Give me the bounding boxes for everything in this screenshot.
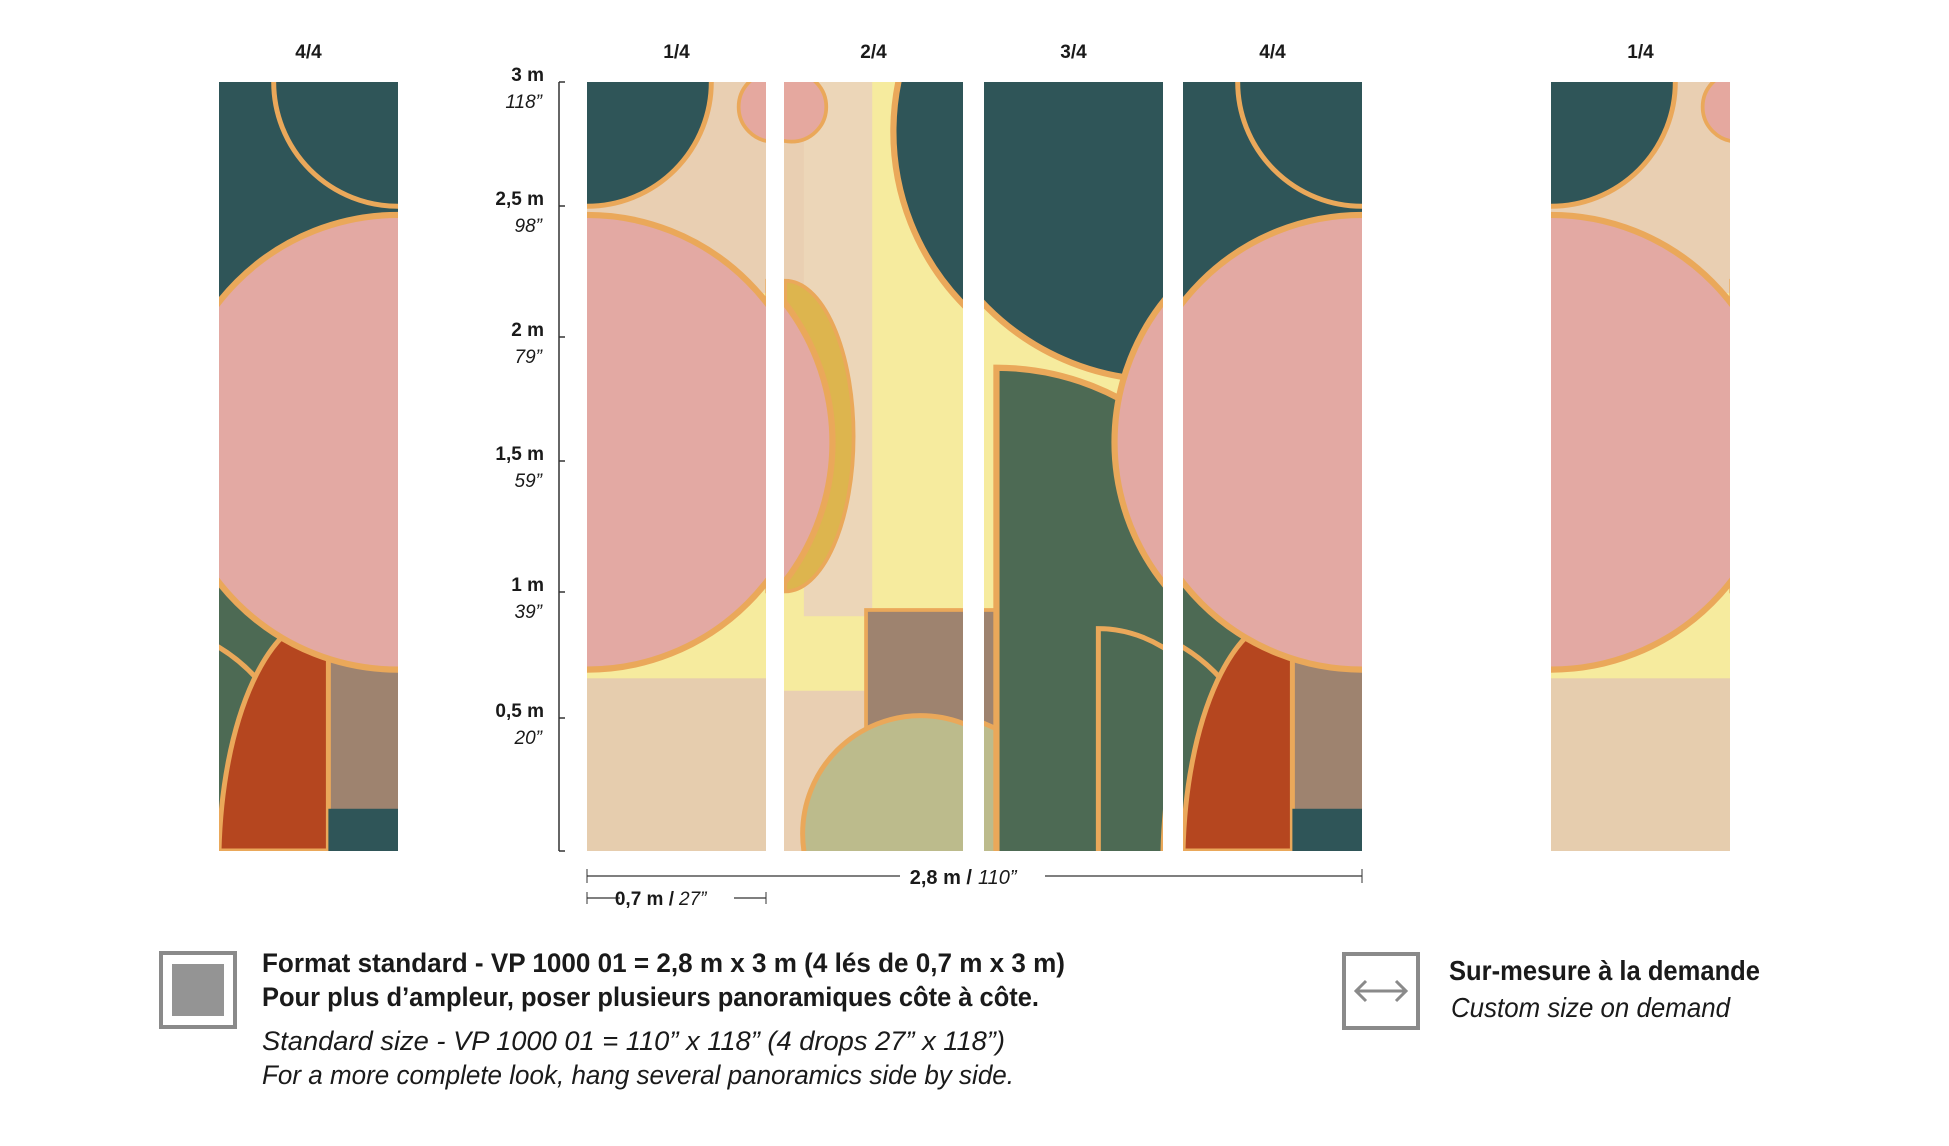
standard-line2: Pour plus d’ampleur, poser plusieurs pan…	[262, 982, 1039, 1012]
width-total-imperial: 110”	[978, 867, 1018, 889]
standard-line3: Standard size - VP 1000 01 = 110” x 118”…	[262, 1026, 1005, 1056]
custom-title: Sur-mesure à la demande	[1449, 955, 1760, 986]
width-drop-imperial: 27”	[678, 889, 708, 910]
scale-metric: 0,5 m	[495, 701, 544, 722]
panel-label: 3/4	[1060, 42, 1087, 63]
panel-label: 2/4	[860, 42, 887, 63]
scale-metric: 2,5 m	[495, 189, 544, 210]
panel-label: 1/4	[1627, 42, 1654, 63]
scale-imperial: 98”	[515, 216, 544, 237]
scale-imperial: 59”	[515, 471, 544, 492]
standard-line1: Format standard - VP 1000 01 = 2,8 m x 3…	[262, 948, 1065, 978]
width-drop-metric: 0,7 m /	[615, 889, 675, 910]
scale-metric: 1,5 m	[495, 444, 544, 465]
custom-icon	[1342, 952, 1420, 1030]
standard-icon	[159, 951, 237, 1029]
scale-imperial: 79”	[515, 347, 544, 368]
custom-subtitle: Custom size on demand	[1451, 992, 1731, 1023]
panel-label: 4/4	[295, 42, 322, 63]
width-total-metric: 2,8 m /	[910, 867, 973, 889]
scale-metric: 2 m	[511, 320, 544, 341]
scale-metric: 3 m	[511, 65, 544, 86]
panel-label: 1/4	[663, 42, 690, 63]
scale-imperial: 20”	[514, 728, 544, 749]
scale-imperial: 118”	[505, 92, 543, 113]
panel-label: 4/4	[1259, 42, 1286, 63]
standard-line4: For a more complete look, hang several p…	[262, 1060, 1014, 1090]
scale-metric: 1 m	[511, 575, 544, 596]
scale-imperial: 39”	[515, 602, 544, 623]
